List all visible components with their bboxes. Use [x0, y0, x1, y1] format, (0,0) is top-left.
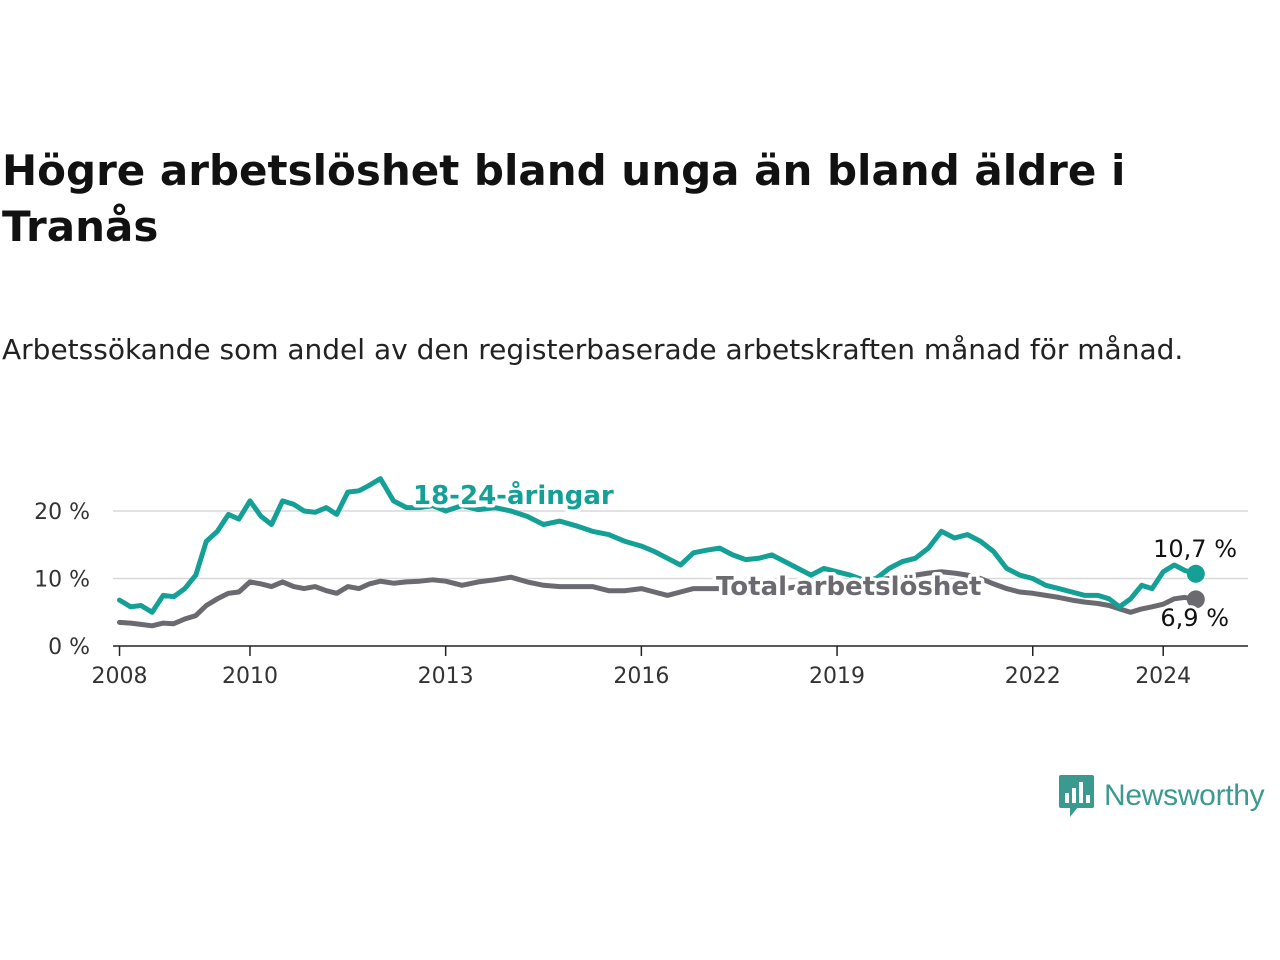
newsworthy-logo: Newsworthy [1058, 773, 1265, 819]
x-tick-label: 2010 [222, 664, 278, 689]
brand-name: Newsworthy [1104, 779, 1265, 812]
end-point-youth [1186, 564, 1205, 583]
chart-subtitle: Arbetssökande som andel av den registerb… [2, 333, 1184, 366]
y-tick-label: 20 % [34, 500, 90, 525]
series-label-youth: 18-24-åringar [413, 479, 614, 511]
x-tick-label: 2008 [92, 664, 148, 689]
x-tick-label: 2024 [1135, 664, 1191, 689]
end-label-total: 6,9 % [1160, 604, 1229, 632]
end-label-youth: 10,7 % [1153, 535, 1237, 563]
y-tick-label: 0 % [48, 635, 90, 660]
x-tick-label: 2016 [613, 664, 669, 689]
y-axis: 0 % 10 % 20 % [34, 500, 90, 660]
x-tick-label: 2022 [1005, 664, 1061, 689]
series-line-total [117, 569, 1199, 629]
x-tick-label: 2013 [418, 664, 474, 689]
series-lines [117, 476, 1205, 629]
series-label-total: Total arbetslöshet [716, 572, 981, 602]
end-point-total [1186, 590, 1205, 609]
chart-title: Högre arbetslöshet bland unga än bland ä… [2, 146, 1126, 251]
line-chart: 0 % 10 % 20 % 2008 2010 2013 2016 2019 2022 2024… [34, 476, 1248, 689]
series-line-youth [117, 476, 1199, 615]
newsworthy-chart-bubble-icon [1059, 775, 1094, 817]
x-tick-label: 2019 [809, 664, 865, 689]
series-labels: 18-24-åringar Total arbetslöshet 10,7 % 6,9… [410, 476, 1241, 636]
y-tick-label: 10 % [34, 568, 90, 593]
gridlines [113, 510, 1248, 580]
x-axis: 2008 2010 2013 2016 2019 2022 2024 [92, 645, 1248, 689]
